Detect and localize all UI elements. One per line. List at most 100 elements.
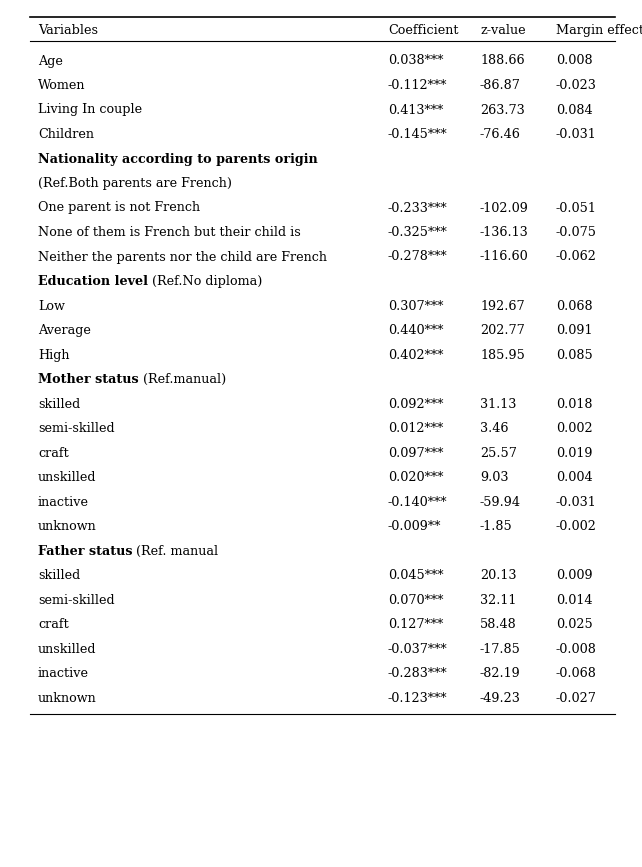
- Text: 58.48: 58.48: [480, 618, 517, 631]
- Text: 25.57: 25.57: [480, 447, 517, 460]
- Text: -0.068: -0.068: [556, 667, 597, 680]
- Text: 0.038***: 0.038***: [388, 55, 444, 68]
- Text: 0.402***: 0.402***: [388, 349, 444, 362]
- Text: -59.94: -59.94: [480, 496, 521, 509]
- Text: Margin effects: Margin effects: [556, 24, 642, 37]
- Text: craft: craft: [38, 618, 69, 631]
- Text: craft: craft: [38, 447, 69, 460]
- Text: -49.23: -49.23: [480, 692, 521, 705]
- Text: (Ref.manual): (Ref.manual): [139, 373, 226, 386]
- Text: 20.13: 20.13: [480, 569, 517, 582]
- Text: 0.004: 0.004: [556, 471, 593, 484]
- Text: 0.068: 0.068: [556, 299, 593, 312]
- Text: -0.027: -0.027: [556, 692, 597, 705]
- Text: (Ref.Both parents are French): (Ref.Both parents are French): [38, 177, 232, 190]
- Text: -0.062: -0.062: [556, 251, 597, 264]
- Text: -82.19: -82.19: [480, 667, 521, 680]
- Text: -17.85: -17.85: [480, 642, 521, 655]
- Text: Nationality according to parents origin: Nationality according to parents origin: [38, 153, 318, 166]
- Text: -0.009**: -0.009**: [388, 520, 442, 533]
- Text: semi-skilled: semi-skilled: [38, 594, 115, 607]
- Text: Variables: Variables: [38, 24, 98, 37]
- Text: (Ref.No diploma): (Ref.No diploma): [148, 275, 263, 288]
- Text: semi-skilled: semi-skilled: [38, 422, 115, 435]
- Text: 0.045***: 0.045***: [388, 569, 444, 582]
- Text: 0.307***: 0.307***: [388, 299, 444, 312]
- Text: None of them is French but their child is: None of them is French but their child i…: [38, 226, 300, 239]
- Text: 0.413***: 0.413***: [388, 103, 443, 116]
- Text: unskilled: unskilled: [38, 471, 96, 484]
- Text: Women: Women: [38, 79, 85, 92]
- Text: Children: Children: [38, 128, 94, 141]
- Text: 0.127***: 0.127***: [388, 618, 443, 631]
- Text: Coefficient: Coefficient: [388, 24, 458, 37]
- Text: 32.11: 32.11: [480, 594, 516, 607]
- Text: Low: Low: [38, 299, 65, 312]
- Text: 0.440***: 0.440***: [388, 324, 444, 337]
- Text: -102.09: -102.09: [480, 201, 529, 214]
- Text: inactive: inactive: [38, 667, 89, 680]
- Text: 0.018: 0.018: [556, 397, 593, 410]
- Text: 0.025: 0.025: [556, 618, 593, 631]
- Text: 263.73: 263.73: [480, 103, 525, 116]
- Text: 0.097***: 0.097***: [388, 447, 444, 460]
- Text: -0.283***: -0.283***: [388, 667, 447, 680]
- Text: Mother status: Mother status: [38, 373, 139, 386]
- Text: -76.46: -76.46: [480, 128, 521, 141]
- Text: Education level: Education level: [38, 275, 148, 288]
- Text: inactive: inactive: [38, 496, 89, 509]
- Text: -116.60: -116.60: [480, 251, 529, 264]
- Text: unknown: unknown: [38, 520, 97, 533]
- Text: skilled: skilled: [38, 397, 80, 410]
- Text: 0.091: 0.091: [556, 324, 593, 337]
- Text: -0.145***: -0.145***: [388, 128, 447, 141]
- Text: High: High: [38, 349, 69, 362]
- Text: Neither the parents nor the child are French: Neither the parents nor the child are Fr…: [38, 251, 327, 264]
- Text: z-value: z-value: [480, 24, 526, 37]
- Text: -0.031: -0.031: [556, 128, 597, 141]
- Text: 0.014: 0.014: [556, 594, 593, 607]
- Text: -86.87: -86.87: [480, 79, 521, 92]
- Text: Age: Age: [38, 55, 63, 68]
- Text: 0.002: 0.002: [556, 422, 593, 435]
- Text: 31.13: 31.13: [480, 397, 516, 410]
- Text: -0.278***: -0.278***: [388, 251, 447, 264]
- Text: 188.66: 188.66: [480, 55, 525, 68]
- Text: 0.020***: 0.020***: [388, 471, 444, 484]
- Text: -0.031: -0.031: [556, 496, 597, 509]
- Text: -0.140***: -0.140***: [388, 496, 447, 509]
- Text: (Ref. manual: (Ref. manual: [132, 544, 219, 557]
- Text: 192.67: 192.67: [480, 299, 525, 312]
- Text: -0.075: -0.075: [556, 226, 597, 239]
- Text: -0.002: -0.002: [556, 520, 597, 533]
- Text: skilled: skilled: [38, 569, 80, 582]
- Text: Living In couple: Living In couple: [38, 103, 142, 116]
- Text: -0.037***: -0.037***: [388, 642, 447, 655]
- Text: 0.009: 0.009: [556, 569, 593, 582]
- Text: unknown: unknown: [38, 692, 97, 705]
- Text: 0.012***: 0.012***: [388, 422, 443, 435]
- Text: -0.023: -0.023: [556, 79, 597, 92]
- Text: -0.233***: -0.233***: [388, 201, 447, 214]
- Text: -1.85: -1.85: [480, 520, 513, 533]
- Text: -0.008: -0.008: [556, 642, 597, 655]
- Text: 0.092***: 0.092***: [388, 397, 444, 410]
- Text: -136.13: -136.13: [480, 226, 529, 239]
- Text: 0.070***: 0.070***: [388, 594, 444, 607]
- Text: 0.084: 0.084: [556, 103, 593, 116]
- Text: 0.008: 0.008: [556, 55, 593, 68]
- Text: 185.95: 185.95: [480, 349, 525, 362]
- Text: -0.123***: -0.123***: [388, 692, 447, 705]
- Text: One parent is not French: One parent is not French: [38, 201, 200, 214]
- Text: 202.77: 202.77: [480, 324, 525, 337]
- Text: -0.325***: -0.325***: [388, 226, 447, 239]
- Text: 3.46: 3.46: [480, 422, 508, 435]
- Text: -0.112***: -0.112***: [388, 79, 447, 92]
- Text: 9.03: 9.03: [480, 471, 508, 484]
- Text: -0.051: -0.051: [556, 201, 597, 214]
- Text: unskilled: unskilled: [38, 642, 96, 655]
- Text: 0.085: 0.085: [556, 349, 593, 362]
- Text: Average: Average: [38, 324, 91, 337]
- Text: 0.019: 0.019: [556, 447, 593, 460]
- Text: Father status: Father status: [38, 544, 132, 557]
